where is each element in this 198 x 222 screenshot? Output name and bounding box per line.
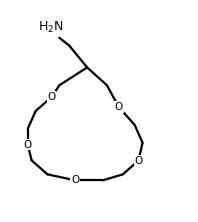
- Text: O: O: [115, 102, 123, 112]
- Text: O: O: [24, 140, 32, 150]
- Text: O: O: [71, 175, 79, 185]
- Text: O: O: [47, 92, 56, 102]
- Text: $\mathsf{H_2N}$: $\mathsf{H_2N}$: [38, 20, 63, 35]
- Text: O: O: [134, 155, 143, 165]
